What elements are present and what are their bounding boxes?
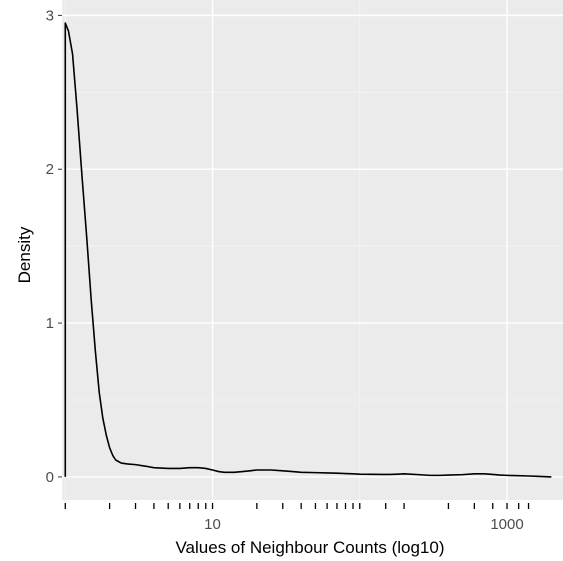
grid-lines [62, 0, 563, 500]
x-axis: 10 1000 [204, 516, 524, 533]
y-axis: 0 1 2 3 [46, 7, 62, 486]
density-curve [64, 22, 552, 478]
y-tick-label: 2 [46, 161, 54, 178]
y-tick-label: 3 [46, 7, 54, 24]
rug-marks [64, 503, 530, 509]
plot-panel [62, 0, 563, 500]
x-axis-title: Values of Neighbour Counts (log10) [175, 538, 444, 557]
x-tick-label: 1000 [490, 516, 523, 533]
y-tick-label: 1 [46, 315, 54, 332]
y-tick-label: 0 [46, 469, 54, 486]
x-tick-label: 10 [204, 516, 221, 533]
series-layer [64, 22, 552, 478]
y-axis-title: Density [15, 226, 34, 283]
